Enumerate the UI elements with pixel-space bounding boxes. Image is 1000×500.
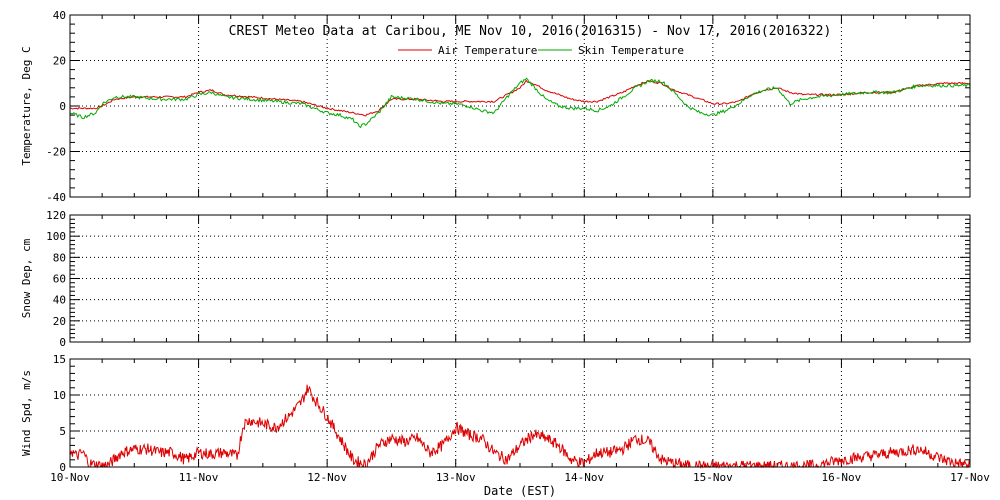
x-tick-label: 11-Nov [179, 471, 219, 484]
x-tick-label: 12-Nov [307, 471, 347, 484]
y-tick-label: 100 [46, 230, 66, 243]
y-tick-label: 120 [46, 209, 66, 222]
panel-frame [69, 214, 971, 343]
x-tick-label: 10-Nov [50, 471, 90, 484]
y-tick-label: 10 [53, 389, 66, 402]
y-tick-label: 15 [53, 353, 66, 366]
x-tick-label: 16-Nov [822, 471, 862, 484]
legend: Air Temperature Skin Temperature [398, 44, 684, 57]
y-axis-label-snow: Snow Dep, cm [20, 238, 33, 318]
y-tick-label: 40 [53, 294, 66, 307]
chart-title: CREST Meteo Data at Caribou, ME Nov 10, … [229, 24, 832, 39]
y-tick-label: 5 [59, 425, 66, 438]
x-tick-label: 14-Nov [564, 471, 604, 484]
series-line-wind-speed [69, 384, 971, 469]
y-tick-label: 0 [59, 461, 66, 474]
series-line-skin-temperature [69, 77, 971, 129]
x-tick-label: 17-Nov [950, 471, 990, 484]
y-tick-label: 20 [53, 315, 66, 328]
y-tick-label: 80 [53, 251, 66, 264]
y-axis-label-temperature: Temperature, Deg C [20, 46, 33, 165]
x-tick-label: 13-Nov [436, 471, 476, 484]
y-tick-label: 20 [53, 55, 66, 68]
y-tick-label: -20 [46, 146, 66, 159]
y-tick-label: 0 [59, 100, 66, 113]
panel-snow: 0 20 40 60 80 100 120 Snow Dep, cm [20, 209, 971, 349]
panel-wind: 0 5 10 15 Wind Spd, m/s [20, 353, 971, 474]
legend-air-label: Air Temperature [438, 44, 537, 57]
y-tick-label: 40 [53, 9, 66, 22]
y-tick-label: -40 [46, 191, 66, 204]
y-tick-label: 0 [59, 336, 66, 349]
legend-skin-label: Skin Temperature [578, 44, 684, 57]
x-axis-label: Date (EST) [484, 484, 556, 498]
panel-frame [69, 14, 971, 198]
panel-frame [69, 358, 971, 468]
y-tick-label: 60 [53, 273, 66, 286]
series-line-air-temperature [69, 79, 971, 117]
x-tick-label: 15-Nov [693, 471, 733, 484]
y-axis-label-wind: Wind Spd, m/s [20, 370, 33, 456]
panel-temperature: -40 -20 0 20 40 Temperature, Deg C [20, 9, 971, 204]
